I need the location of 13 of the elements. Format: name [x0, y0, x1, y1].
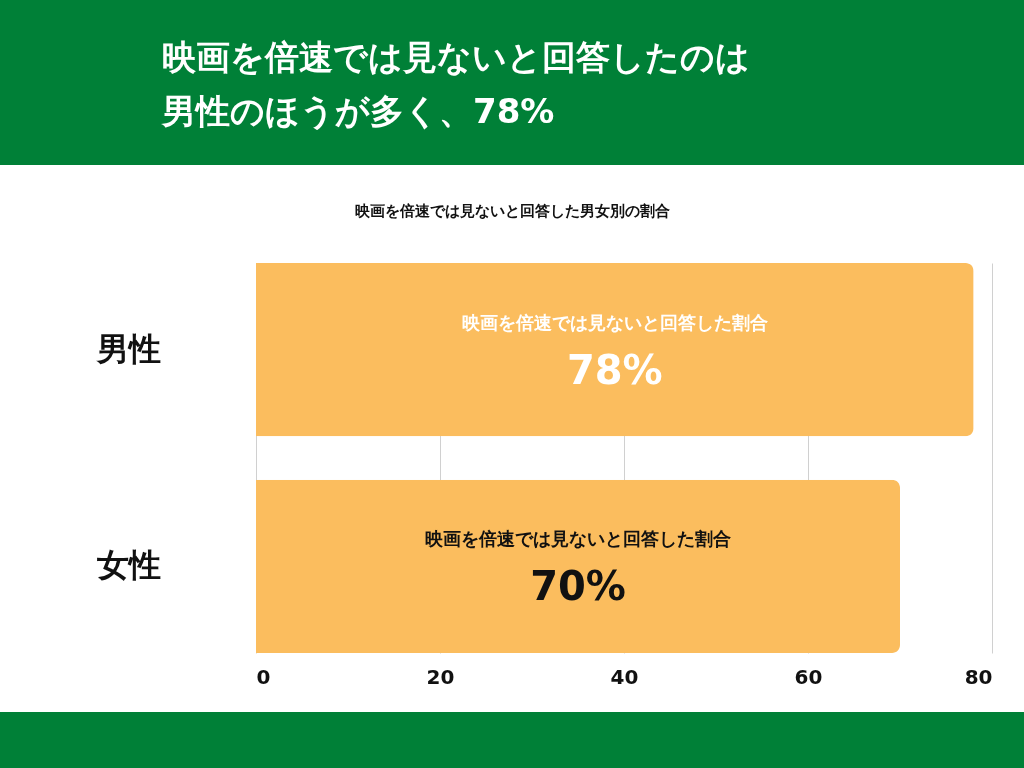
y-tick-label: 男性 [95, 329, 161, 368]
x-tick-label: 60 [794, 664, 823, 689]
chart-title: 映画を倍速では見ないと回答したのは男性のほうが多く、78% [162, 36, 751, 133]
x-tick-label: 0 [256, 664, 271, 689]
y-tick-label: 女性 [95, 546, 161, 585]
data-label: 78% [566, 346, 663, 393]
x-tick-label: 80 [964, 664, 993, 689]
x-tick-label: 20 [426, 664, 455, 689]
data-label: 70% [530, 563, 626, 610]
x-tick-label: 40 [610, 664, 639, 689]
chart-subtitle: 映画を倍速では見ないと回答した男女別の割合 [353, 202, 671, 221]
annotation: 映画を倍速では見ないと回答した割合 [425, 528, 731, 550]
annotation: 映画を倍速では見ないと回答した割合 [461, 311, 768, 333]
